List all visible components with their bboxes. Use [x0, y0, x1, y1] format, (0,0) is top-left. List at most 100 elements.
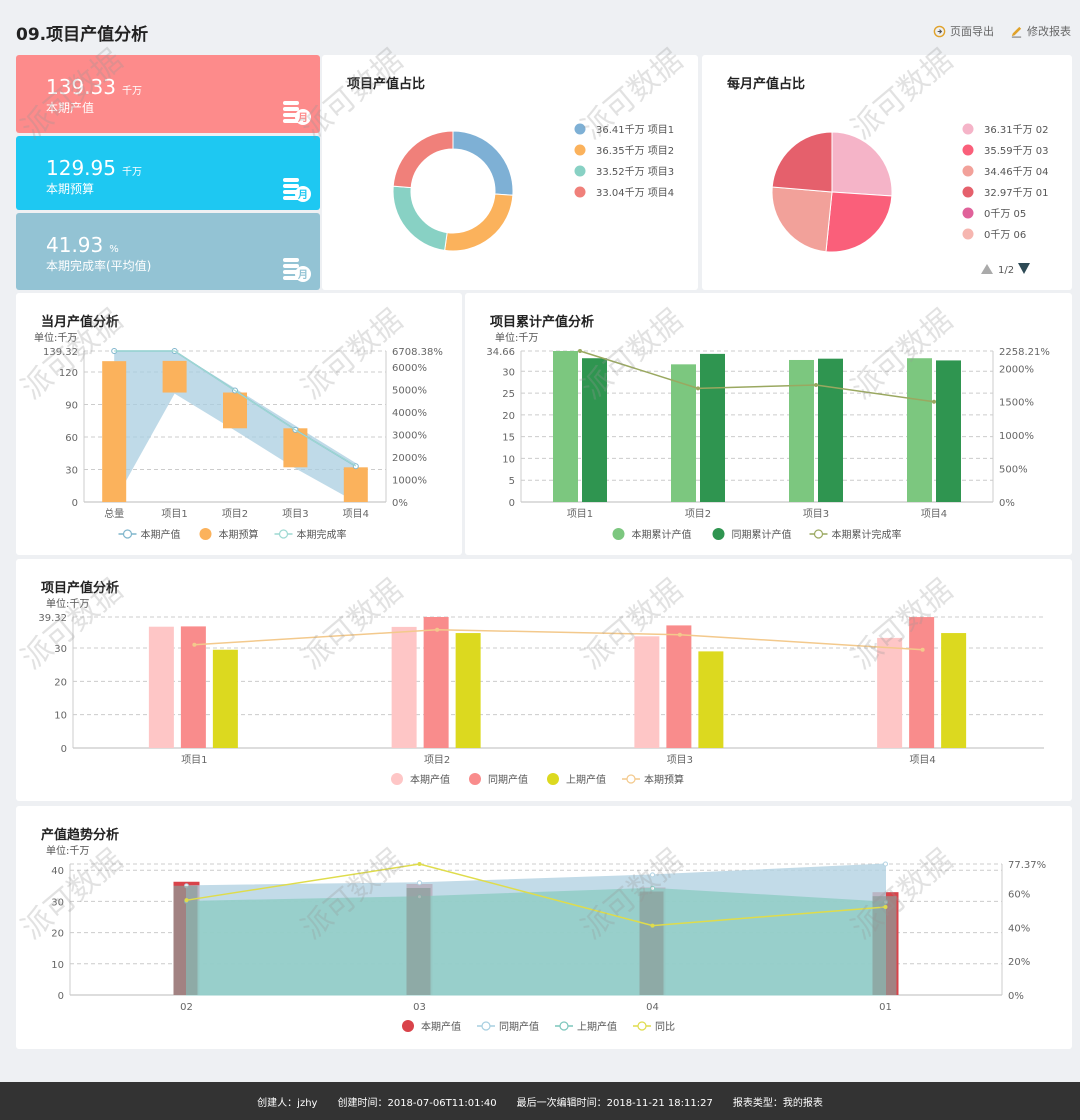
- budget-bar[interactable]: [223, 392, 247, 429]
- monthly-waterfall-chart: 0 30 60 90 120 139.32 0% 1000% 2000% 3000% 4000% 50…: [34, 331, 443, 541]
- yoy-point[interactable]: [650, 923, 655, 928]
- budget-point[interactable]: [192, 642, 197, 647]
- legend-marker: [469, 773, 481, 785]
- legend-entry[interactable]: 本期产值: [141, 528, 181, 541]
- page-header: 09.项目产值分析 页面导出 修改报表: [0, 0, 1080, 55]
- bar-本期产值[interactable]: [391, 626, 417, 748]
- budget-bar[interactable]: [162, 360, 187, 393]
- yoy-line: [186, 863, 886, 927]
- legend-marker: [626, 774, 636, 784]
- budget-bar[interactable]: [102, 361, 127, 502]
- bar-本期累计产值[interactable]: [553, 351, 578, 502]
- budget-point[interactable]: [920, 647, 925, 652]
- yoy-point[interactable]: [184, 898, 189, 903]
- donut-slice-项目3[interactable]: [392, 185, 448, 251]
- export-page-button[interactable]: 页面导出: [933, 23, 994, 39]
- edit-report-button[interactable]: 修改报表: [1010, 23, 1071, 39]
- budget-point[interactable]: [677, 632, 682, 637]
- y-tick-label: 10: [502, 454, 515, 465]
- y-tick-label: 0: [61, 744, 67, 755]
- y-tick-label: 30: [51, 897, 64, 908]
- pie-slice-04[interactable]: [771, 186, 833, 253]
- bar-上期产值[interactable]: [941, 633, 967, 748]
- bar-本期累计产值[interactable]: [789, 359, 814, 502]
- y2-tick-label: 0%: [999, 498, 1015, 509]
- legend-entry[interactable]: 同期产值: [488, 773, 528, 786]
- legend-entry[interactable]: 同比: [655, 1021, 675, 1033]
- legend-entry[interactable]: 36.31千万 02: [984, 124, 1049, 136]
- legend-next-icon[interactable]: [1018, 263, 1030, 274]
- bar-本期累计产值[interactable]: [907, 358, 932, 502]
- legend-entry[interactable]: 36.35千万 项目2: [596, 145, 674, 157]
- unit-label: 单位:千万: [34, 331, 77, 344]
- legend-entry[interactable]: 本期预算: [219, 528, 259, 541]
- donut-slice-项目2[interactable]: [444, 193, 514, 252]
- legend-entry[interactable]: 上期产值: [577, 1020, 617, 1033]
- y2-tick-label: 4000%: [392, 408, 427, 419]
- legend-prev-icon[interactable]: [981, 264, 993, 274]
- legend-entry[interactable]: 本期累计完成率: [832, 528, 902, 541]
- bar-同期累计产值[interactable]: [582, 358, 607, 502]
- area-point[interactable]: [650, 872, 655, 878]
- budget-point[interactable]: [435, 627, 440, 632]
- bar-同期累计产值[interactable]: [936, 360, 961, 502]
- yoy-point[interactable]: [883, 904, 888, 909]
- rate-point[interactable]: [932, 399, 936, 404]
- x-tick-label: 项目3: [282, 508, 308, 520]
- pie-slice-03[interactable]: [825, 191, 893, 253]
- area-point[interactable]: [650, 885, 655, 891]
- pie-slice-02[interactable]: [831, 131, 893, 197]
- x-tick-label: 项目2: [222, 508, 248, 520]
- rate-point[interactable]: [578, 349, 582, 353]
- bar-同期产值[interactable]: [909, 617, 935, 748]
- legend-entry[interactable]: 本期完成率: [297, 528, 347, 541]
- y-max-label: 139.32: [43, 347, 78, 358]
- bar-本期产值[interactable]: [877, 637, 903, 748]
- yoy-point[interactable]: [417, 862, 422, 866]
- y2-tick-label: 5000%: [392, 385, 427, 396]
- legend-entry[interactable]: 同期累计产值: [732, 528, 792, 541]
- legend-entry[interactable]: 本期预算: [644, 773, 684, 786]
- y-tick-label: 5: [509, 476, 515, 487]
- bar-上期产值[interactable]: [698, 651, 724, 748]
- bar-本期产值[interactable]: [148, 626, 174, 748]
- legend-entry[interactable]: 33.04千万 项目4: [596, 187, 674, 199]
- legend-entry[interactable]: 33.52千万 项目3: [596, 166, 674, 178]
- export-label: 页面导出: [950, 25, 994, 38]
- area-point[interactable]: [417, 880, 422, 886]
- calendar-month-icon: 月: [283, 178, 311, 202]
- bar-同期产值[interactable]: [666, 625, 692, 748]
- bar-同期累计产值[interactable]: [700, 353, 725, 502]
- bar-同期产值[interactable]: [180, 626, 206, 748]
- legend-entry[interactable]: 0千万 06: [984, 229, 1026, 241]
- bar-本期产值[interactable]: [634, 636, 660, 748]
- trend-combo-chart: 0 10 20 30 40 0% 20% 40% 60% 77.37% 单位:千万 02 03 04 01 本…: [46, 844, 1046, 1033]
- legend-entry[interactable]: 本期累计产值: [632, 528, 692, 541]
- legend-entry[interactable]: 上期产值: [566, 773, 606, 786]
- legend-entry[interactable]: 35.59千万 03: [984, 145, 1049, 157]
- bar-本期累计产值[interactable]: [671, 364, 696, 502]
- bar-同期产值[interactable]: [423, 617, 449, 748]
- legend-entry[interactable]: 0千万 05: [984, 208, 1026, 220]
- legend-entry[interactable]: 本期产值: [410, 773, 450, 786]
- legend-entry[interactable]: 32.97千万 01: [984, 187, 1049, 199]
- pie-slice-01[interactable]: [771, 131, 833, 193]
- pencil-icon: [1011, 26, 1022, 38]
- donut-slice-项目1[interactable]: [452, 130, 514, 196]
- bar-上期产值[interactable]: [455, 633, 481, 748]
- card-title: 项目累计产值分析: [490, 315, 595, 330]
- legend-entry[interactable]: 34.46千万 04: [984, 166, 1049, 178]
- bar-同期累计产值[interactable]: [818, 358, 843, 502]
- rate-point[interactable]: [814, 382, 818, 387]
- legend-entry[interactable]: 本期产值: [421, 1020, 461, 1033]
- donut-slice-项目4[interactable]: [392, 130, 454, 189]
- area-point[interactable]: [883, 861, 888, 867]
- legend-entry[interactable]: 36.41千万 项目1: [596, 124, 674, 136]
- rate-point[interactable]: [696, 386, 700, 391]
- bar-上期产值[interactable]: [212, 649, 238, 748]
- y-tick-label: 40: [51, 866, 64, 877]
- y2-tick-label: 1500%: [999, 398, 1034, 409]
- legend-entry[interactable]: 同期产值: [499, 1020, 539, 1033]
- budget-bar[interactable]: [343, 467, 368, 502]
